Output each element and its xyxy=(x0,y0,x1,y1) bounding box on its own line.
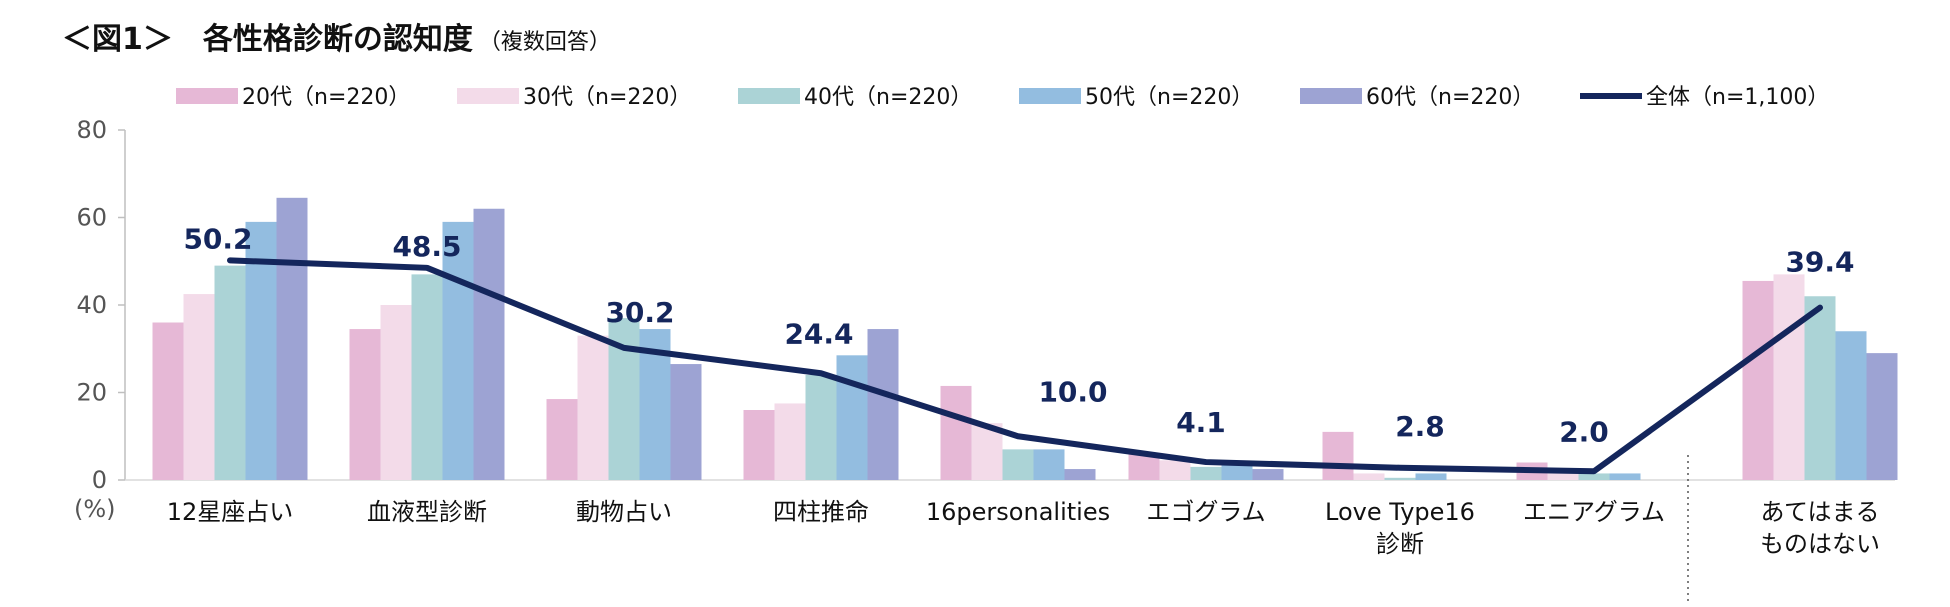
bar xyxy=(1353,473,1385,480)
legend-label: 20代（n=220） xyxy=(242,85,410,110)
category-label: エゴグラム xyxy=(1146,498,1265,526)
legend-swatch xyxy=(1019,88,1081,104)
chart-title: ＜図1＞ 各性格診断の認知度 xyxy=(62,22,473,57)
data-label: 50.2 xyxy=(183,222,252,255)
legend-swatch xyxy=(176,88,238,104)
category-label: 血液型診断 xyxy=(367,498,487,526)
legend-label: 60代（n=220） xyxy=(1366,85,1534,110)
chart-title-block: ＜図1＞ 各性格診断の認知度 （複数回答） xyxy=(62,14,611,58)
bar xyxy=(1609,473,1641,480)
bar xyxy=(670,364,702,480)
category-label: 診断 xyxy=(1376,530,1424,558)
data-label: 4.1 xyxy=(1176,406,1226,439)
data-label: 24.4 xyxy=(784,317,853,350)
y-tick-label: 80 xyxy=(76,116,107,144)
bar xyxy=(1835,331,1867,480)
bar xyxy=(1033,449,1065,480)
bar xyxy=(577,335,609,480)
bar xyxy=(152,322,184,480)
bar xyxy=(836,355,868,480)
bar xyxy=(276,197,308,480)
line-series-total xyxy=(227,257,1823,475)
y-tick-label: 40 xyxy=(76,291,107,319)
y-tick-label: 20 xyxy=(76,379,107,407)
data-label: 39.4 xyxy=(1785,246,1854,279)
category-label: あてはまる xyxy=(1760,498,1879,526)
bar xyxy=(1773,274,1805,480)
bar xyxy=(1322,431,1354,480)
bar xyxy=(1064,469,1096,480)
data-label: 30.2 xyxy=(605,296,674,329)
category-label: Love Type16 xyxy=(1325,498,1475,526)
category-label: ものはない xyxy=(1760,530,1880,558)
bar xyxy=(1742,280,1774,480)
bar xyxy=(349,329,381,480)
bar xyxy=(1002,449,1034,480)
bar xyxy=(214,265,246,480)
bar xyxy=(1384,477,1416,480)
bar xyxy=(1866,353,1898,480)
bar xyxy=(1252,469,1284,480)
bar xyxy=(411,274,443,480)
legend-swatch xyxy=(457,88,519,104)
y-tick-label: 0 xyxy=(92,466,107,494)
bar xyxy=(1415,473,1447,480)
bar xyxy=(1190,466,1222,480)
bar xyxy=(743,410,775,480)
data-label: 2.0 xyxy=(1559,415,1609,448)
bar xyxy=(867,329,899,480)
bar xyxy=(1128,453,1160,480)
data-label: 2.8 xyxy=(1395,410,1445,443)
data-label: 10.0 xyxy=(1038,375,1107,408)
legend-label: 50代（n=220） xyxy=(1085,85,1253,110)
legend-label: 30代（n=220） xyxy=(523,85,691,110)
bar xyxy=(1159,460,1191,480)
bar xyxy=(940,385,972,480)
bar xyxy=(805,375,837,480)
bar xyxy=(183,294,215,480)
category-label: 12星座占い xyxy=(167,498,294,526)
category-label: 動物占い xyxy=(576,498,672,526)
bar xyxy=(380,305,412,480)
bar xyxy=(1221,462,1253,480)
legend-swatch xyxy=(738,88,800,104)
legend-label: 全体（n=1,100） xyxy=(1646,85,1829,110)
chart-subtitle: （複数回答） xyxy=(478,30,611,55)
category-label: エニアグラム xyxy=(1523,498,1665,526)
bar xyxy=(1578,473,1610,480)
bar xyxy=(473,208,505,480)
bar xyxy=(774,403,806,480)
data-label: 48.5 xyxy=(392,230,461,263)
category-label: 四柱推命 xyxy=(773,498,869,526)
category-label: 16personalities xyxy=(926,498,1110,526)
y-tick-label: 60 xyxy=(76,204,107,232)
legend-label: 40代（n=220） xyxy=(804,85,972,110)
bar xyxy=(1547,471,1579,480)
bar xyxy=(546,399,578,480)
legend-swatch xyxy=(1300,88,1362,104)
y-unit-label: (%) xyxy=(74,495,116,523)
bar xyxy=(1804,296,1836,480)
bar xyxy=(442,221,474,480)
